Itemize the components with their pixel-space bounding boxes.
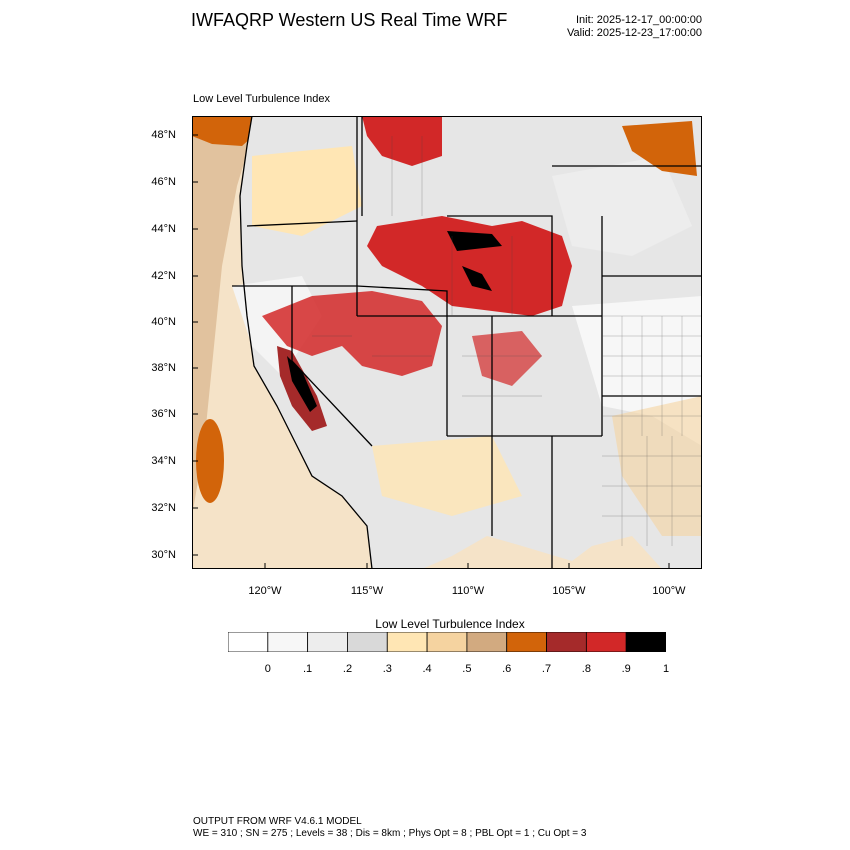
colorbar-swatch	[466, 632, 508, 652]
colorbar-tick-label: 0	[264, 663, 271, 675]
footer-config: WE = 310 ; SN = 275 ; Levels = 38 ; Dis …	[193, 828, 587, 839]
colorbar-swatch	[426, 632, 468, 652]
colorbar-tick-label: .7	[541, 663, 552, 675]
land-tan-east	[612, 396, 702, 536]
turb-black-streak-1	[447, 231, 502, 251]
map-subtitle: Low Level Turbulence Index	[193, 93, 330, 105]
turb-black-streak-2	[462, 266, 492, 291]
colorbar-tick-label: .5	[462, 663, 472, 675]
colorbar-swatch	[307, 632, 348, 652]
init-time: Init: 2025-12-17_00:00:00	[576, 14, 702, 26]
lon-label: 105°W	[552, 585, 586, 597]
lat-label: 38°N	[151, 362, 176, 374]
state-borders	[232, 116, 702, 569]
lat-label: 42°N	[151, 270, 176, 282]
colorbar-swatch	[228, 632, 269, 652]
colorbar-swatch	[546, 632, 587, 652]
axis-ticks	[192, 134, 670, 569]
colorbar-tick-label: 1	[662, 663, 670, 675]
turb-red-colorado	[472, 331, 542, 386]
valid-time: Valid: 2025-12-23_17:00:00	[567, 27, 702, 39]
colorbar-swatch	[267, 632, 309, 652]
colorbar-swatch	[386, 632, 428, 652]
lon-label: 110°W	[451, 585, 485, 597]
colorbar-tick-label: .3	[382, 663, 392, 675]
county-lines	[312, 136, 702, 546]
colorbar-swatch	[347, 632, 388, 652]
ocean-orange-nw	[192, 116, 262, 146]
ocean-tan-field	[192, 116, 252, 516]
colorbar-title: Low Level Turbulence Index	[375, 617, 525, 631]
lat-label: 46°N	[151, 176, 176, 188]
main-title: IWFAQRP Western US Real Time WRF	[191, 10, 508, 30]
lat-label: 32°N	[151, 502, 176, 514]
colorbar-swatch	[625, 632, 666, 652]
turb-orange-northeast	[622, 121, 697, 176]
colorbar-tick-label: .4	[422, 663, 432, 675]
turb-black-streak-3	[287, 356, 317, 412]
turb-red-wyoming	[367, 216, 572, 316]
lat-label: 48°N	[151, 129, 176, 141]
turbulence-map	[192, 116, 702, 569]
land-tan-sw	[372, 436, 522, 516]
lon-label: 115°W	[350, 585, 384, 597]
colorbar-tick-label: .6	[502, 663, 512, 675]
lat-label: 40°N	[151, 316, 176, 328]
colorbar-swatch	[585, 632, 627, 652]
lon-label: 100°W	[652, 585, 686, 597]
lat-label: 36°N	[151, 408, 176, 420]
lat-label: 44°N	[151, 223, 176, 235]
land-tan-nw	[252, 146, 362, 236]
colorbar-tick-label: .2	[342, 663, 353, 675]
colorbar	[228, 632, 666, 652]
map-border	[192, 116, 702, 569]
footer-model: OUTPUT FROM WRF V4.6.1 MODEL	[193, 816, 362, 827]
colorbar-tick-label: .1	[303, 663, 313, 675]
lat-label: 34°N	[151, 455, 176, 467]
colorbar-tick-label: .8	[581, 663, 591, 675]
lon-label: 120°W	[248, 585, 282, 597]
turb-red-great-basin	[262, 291, 442, 376]
lat-label: 30°N	[151, 549, 176, 561]
colorbar-tick-label: .9	[621, 663, 631, 675]
ocean-orange-patch	[196, 419, 224, 503]
colorbar-swatch	[506, 632, 547, 652]
land-white-northern-plains	[552, 156, 692, 256]
